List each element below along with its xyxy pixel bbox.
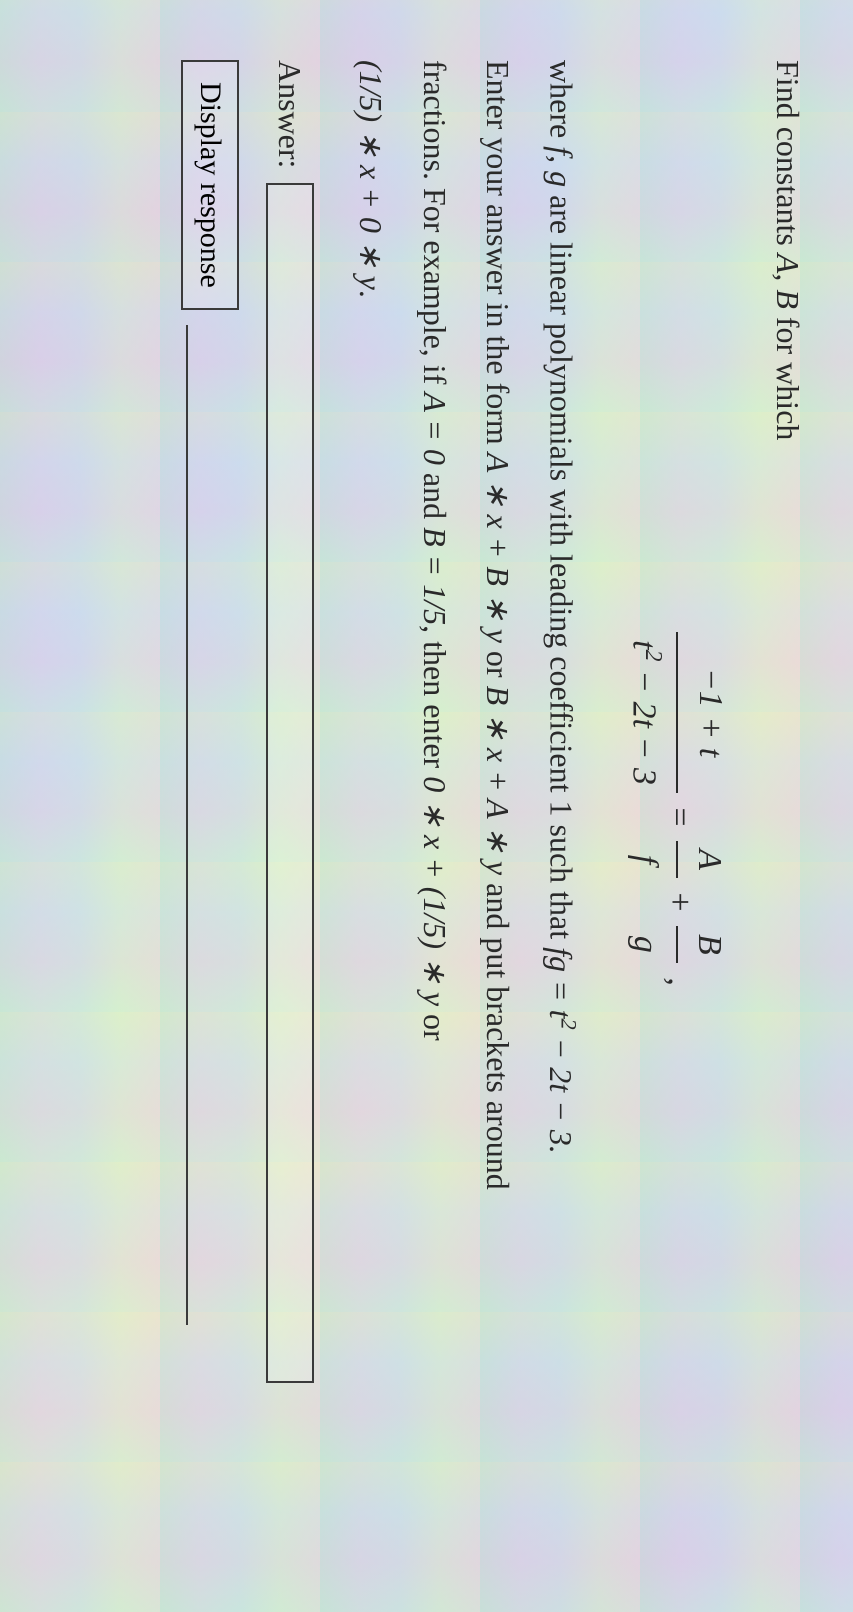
rhs-b: B bbox=[676, 926, 736, 963]
rhs-fraction-b: B g bbox=[617, 926, 736, 963]
eq-comma: , bbox=[661, 977, 698, 986]
rhs-a: A bbox=[676, 841, 736, 878]
lhs-fraction: −1 + t t2 − 2t − 3 bbox=[617, 632, 737, 793]
answer-row: Answer: bbox=[264, 60, 315, 1552]
plus-sign: + bbox=[661, 892, 698, 920]
lhs-denominator: t2 − 2t − 3 bbox=[617, 632, 677, 793]
where-line: where f, g are linear polynomials with l… bbox=[535, 60, 587, 1552]
answer-input[interactable] bbox=[266, 183, 314, 1383]
rhs-f: f bbox=[617, 841, 675, 878]
intro-end: for which bbox=[770, 309, 806, 441]
display-output-area bbox=[186, 325, 234, 1325]
intro-vars: A, B bbox=[770, 254, 806, 309]
rhs-fraction-a: A f bbox=[617, 841, 736, 878]
main-equation: −1 + t t2 − 2t − 3 = A f + B g , bbox=[617, 60, 737, 1552]
equals-sign: = bbox=[661, 807, 698, 835]
problem-intro: Find constants A, B for which bbox=[762, 60, 813, 1552]
rhs-g: g bbox=[617, 926, 675, 963]
lhs-numerator: −1 + t bbox=[676, 632, 736, 793]
enter-line: Enter your answer in the form A ∗ x + B … bbox=[472, 60, 523, 1552]
intro-text: Find constants bbox=[770, 60, 806, 254]
last-example-line: (1/5) ∗ x + 0 ∗ y. bbox=[345, 60, 396, 1552]
answer-label: Answer: bbox=[264, 60, 315, 168]
display-response-button[interactable]: Display response bbox=[181, 60, 239, 310]
display-row: Display response bbox=[181, 60, 239, 1552]
fractions-line: fractions. For example, if A = 0 and B =… bbox=[408, 60, 459, 1552]
